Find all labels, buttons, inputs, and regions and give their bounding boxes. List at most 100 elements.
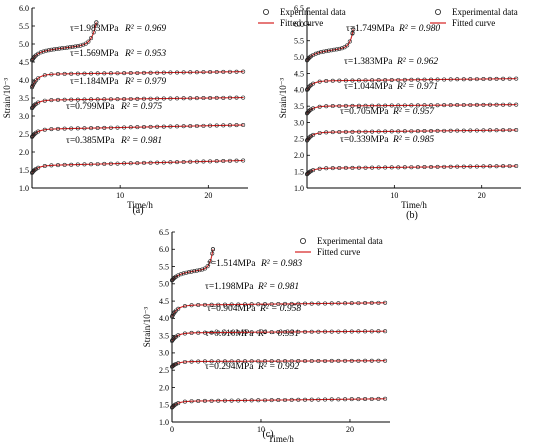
x-axis-label: Time/h <box>268 434 294 444</box>
data-point <box>189 399 194 404</box>
data-point <box>507 102 512 107</box>
data-point <box>196 399 201 404</box>
data-point <box>227 158 232 163</box>
data-point <box>383 103 388 108</box>
data-point <box>176 401 181 406</box>
data-point <box>135 161 140 166</box>
data-point <box>222 302 227 307</box>
data-point <box>78 43 83 48</box>
data-point <box>194 70 199 75</box>
stress-label: τ=0.705MPa <box>340 107 389 117</box>
stress-label: τ=1.198MPa <box>205 282 254 292</box>
data-point <box>461 77 466 82</box>
data-point <box>128 71 133 76</box>
data-point <box>174 334 179 339</box>
data-point <box>422 129 427 134</box>
data-point <box>316 50 321 55</box>
data-point <box>501 76 506 81</box>
data-point <box>487 164 492 169</box>
stress-label: τ=0.610MPa <box>205 329 254 339</box>
data-point <box>337 78 342 83</box>
stress-label: τ=1.983MPa <box>70 24 119 34</box>
data-point <box>181 96 186 101</box>
data-point <box>442 128 447 133</box>
data-point <box>316 301 321 306</box>
data-point <box>176 361 181 366</box>
data-point <box>161 160 166 165</box>
data-point <box>208 123 213 128</box>
panel-label: (b) <box>406 210 418 221</box>
data-point <box>69 126 74 131</box>
data-point <box>313 51 318 56</box>
data-point <box>435 128 440 133</box>
data-point <box>122 97 127 102</box>
data-point <box>161 96 166 101</box>
data-point <box>402 165 407 170</box>
stress-label: τ=1.514MPa <box>207 259 256 269</box>
data-point <box>141 70 146 75</box>
data-point <box>442 103 447 108</box>
data-point <box>507 128 512 133</box>
data-point <box>316 329 321 334</box>
data-point <box>189 303 194 308</box>
data-point <box>108 71 113 76</box>
x-tick-label: 20 <box>478 191 486 200</box>
stress-label: τ=0.385MPa <box>66 136 115 146</box>
data-point <box>311 132 316 137</box>
data-point <box>370 165 375 170</box>
r2-label: R² = 0.979 <box>124 77 166 87</box>
data-point <box>208 70 213 75</box>
y-tick-label: 5.5 <box>19 22 29 31</box>
y-tick-label: 3.0 <box>159 349 169 358</box>
data-point <box>209 398 214 403</box>
data-point <box>202 266 207 271</box>
data-point <box>62 97 67 102</box>
data-point <box>94 20 99 25</box>
y-tick-label: 3.5 <box>159 331 169 340</box>
data-point <box>210 251 215 256</box>
data-point <box>514 76 519 81</box>
y-tick-label: 5.5 <box>159 262 169 271</box>
data-point <box>242 359 247 364</box>
y-axis-label: Strain/10⁻³ <box>278 77 288 118</box>
data-point <box>242 302 247 307</box>
data-point <box>170 404 175 409</box>
data-point <box>514 128 519 133</box>
data-point <box>102 71 107 76</box>
data-point <box>383 396 388 401</box>
data-point <box>383 300 388 305</box>
data-point <box>336 301 341 306</box>
data-point <box>69 162 74 167</box>
data-point <box>155 96 160 101</box>
data-point <box>38 50 43 55</box>
data-point <box>383 129 388 134</box>
data-point <box>249 330 254 335</box>
data-point <box>210 247 215 252</box>
data-point <box>494 164 499 169</box>
data-point <box>376 78 381 83</box>
data-point <box>95 162 100 167</box>
data-point <box>82 162 87 167</box>
data-point <box>349 358 354 363</box>
x-tick-label: 10 <box>116 191 124 200</box>
data-point <box>415 129 420 134</box>
data-point <box>415 77 420 82</box>
data-point <box>283 359 288 364</box>
data-point <box>95 71 100 76</box>
data-point <box>481 76 486 81</box>
data-point <box>181 271 186 276</box>
x-tick-label: 20 <box>346 425 354 434</box>
y-tick-label: 1.0 <box>19 184 29 193</box>
y-tick-label: 3.0 <box>19 112 29 121</box>
data-point <box>468 102 473 107</box>
data-point <box>221 158 226 163</box>
data-point <box>296 329 301 334</box>
data-point <box>369 300 374 305</box>
data-point <box>276 330 281 335</box>
x-tick-label: 20 <box>204 191 212 200</box>
data-point <box>350 129 355 134</box>
data-point <box>95 125 100 130</box>
data-point <box>194 268 199 273</box>
data-point <box>196 330 201 335</box>
data-point <box>208 159 213 164</box>
